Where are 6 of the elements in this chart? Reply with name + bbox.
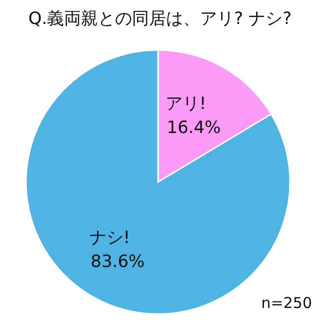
chart-title: Q.義両親との同居は、アリ? ナシ? bbox=[28, 9, 292, 29]
data-label: 83.6% bbox=[90, 252, 145, 272]
slice-label: アリ! bbox=[165, 94, 206, 114]
slice-label: ナシ! bbox=[89, 228, 130, 248]
data-label: 16.4% bbox=[166, 118, 221, 138]
text: n=250 bbox=[261, 294, 312, 312]
